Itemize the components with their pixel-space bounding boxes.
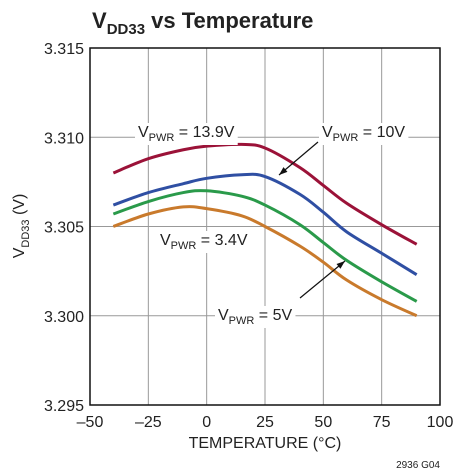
label-sub: PWR bbox=[149, 132, 175, 144]
label-sub: PWR bbox=[333, 132, 359, 144]
x-axis-label: TEMPERATURE (°C) bbox=[189, 435, 342, 452]
x-tick-label: 25 bbox=[256, 414, 274, 431]
x-tick-label: –25 bbox=[135, 414, 162, 431]
y-axis-label: VDD33 (V) bbox=[11, 194, 32, 259]
label-part: V bbox=[160, 232, 171, 249]
label-part: V bbox=[218, 307, 229, 324]
x-tick-label: 75 bbox=[373, 414, 391, 431]
title-part: vs Temperature bbox=[145, 8, 313, 33]
ylabel-part: V bbox=[11, 247, 28, 258]
x-tick-label: 0 bbox=[202, 414, 211, 431]
x-tick-label: 100 bbox=[427, 414, 454, 431]
footnote: 2936 G04 bbox=[396, 460, 440, 471]
chart-title: VDD33 vs Temperature bbox=[92, 8, 313, 38]
label-background bbox=[157, 231, 251, 253]
title-sub: DD33 bbox=[107, 21, 145, 38]
label-part: = 10V bbox=[358, 124, 405, 141]
y-tick-label: 3.315 bbox=[44, 41, 84, 58]
x-tick-label: 50 bbox=[314, 414, 332, 431]
series-label: VPWR = 10V bbox=[322, 124, 405, 144]
series-line bbox=[112, 189, 418, 303]
label-background bbox=[319, 123, 409, 145]
label-arrow bbox=[299, 260, 346, 299]
series-label: VPWR = 13.9V bbox=[138, 124, 235, 144]
label-part: V bbox=[138, 124, 149, 141]
label-part: = 13.9V bbox=[174, 124, 234, 141]
label-part: V bbox=[322, 124, 333, 141]
label-background bbox=[135, 123, 238, 145]
series-line bbox=[112, 205, 418, 318]
series-label: VPWR = 5V bbox=[218, 307, 292, 327]
title-part: V bbox=[92, 8, 107, 33]
arrow-head bbox=[279, 167, 288, 175]
series-label: VPWR = 3.4V bbox=[160, 232, 248, 252]
plot-frame bbox=[89, 47, 441, 406]
x-tick-label: –50 bbox=[77, 414, 104, 431]
label-sub: PWR bbox=[171, 240, 197, 252]
series-line bbox=[112, 172, 418, 276]
y-tick-label: 3.300 bbox=[44, 309, 84, 326]
label-arrow bbox=[278, 141, 319, 176]
y-tick-label: 3.305 bbox=[44, 220, 84, 237]
ylabel-sub: DD33 bbox=[20, 219, 32, 247]
series-line bbox=[112, 142, 418, 246]
arrow-head bbox=[336, 261, 345, 269]
label-background bbox=[215, 306, 296, 328]
label-part: = 5V bbox=[254, 307, 292, 324]
y-tick-label: 3.310 bbox=[44, 130, 84, 147]
y-tick-label: 3.295 bbox=[44, 398, 84, 415]
label-sub: PWR bbox=[229, 315, 255, 327]
ylabel-part: (V) bbox=[11, 194, 28, 220]
label-part: = 3.4V bbox=[196, 232, 247, 249]
